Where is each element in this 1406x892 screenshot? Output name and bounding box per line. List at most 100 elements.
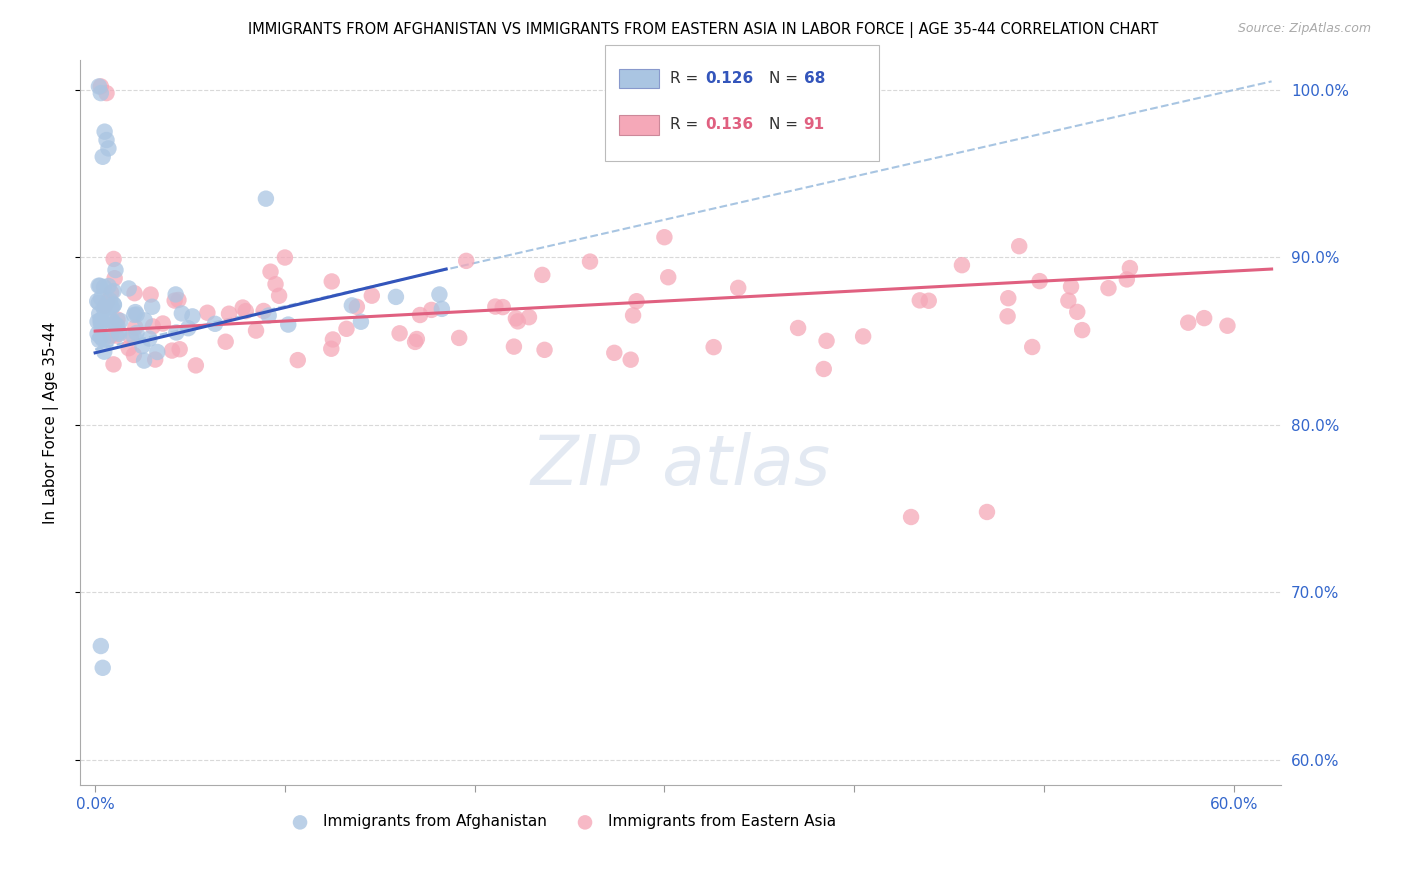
- Point: [90, 79, 112, 94]
- Point: [143, 352, 166, 367]
- Point: [100, 301, 122, 315]
- Point: [620, 352, 643, 367]
- Point: [124, 286, 146, 301]
- Point: [125, 308, 148, 322]
- Point: [170, 306, 193, 320]
- Point: [420, 302, 443, 317]
- Text: 0.126: 0.126: [706, 71, 754, 86]
- Point: [197, 306, 219, 320]
- Point: [1192, 311, 1215, 326]
- Point: [165, 326, 187, 340]
- Point: [122, 329, 145, 343]
- Point: [1028, 274, 1050, 288]
- Point: [98, 293, 121, 308]
- Point: [900, 510, 922, 524]
- Point: [122, 348, 145, 362]
- Point: [163, 293, 186, 308]
- Point: [385, 290, 408, 304]
- Point: [152, 317, 174, 331]
- Text: ZIP atlas: ZIP atlas: [530, 433, 831, 500]
- Point: [97, 141, 120, 155]
- Point: [91, 333, 114, 347]
- Point: [100, 285, 122, 300]
- Point: [90, 639, 112, 653]
- Point: [105, 328, 128, 343]
- Point: [108, 325, 131, 339]
- Point: [908, 293, 931, 308]
- Point: [103, 298, 125, 312]
- Point: [321, 275, 343, 289]
- Point: [259, 265, 281, 279]
- Point: [96, 294, 118, 309]
- Point: [98, 329, 121, 343]
- Point: [484, 300, 506, 314]
- Point: [287, 353, 309, 368]
- Point: [1216, 318, 1239, 333]
- Point: [93, 125, 115, 139]
- Point: [360, 288, 382, 302]
- Point: [124, 305, 146, 319]
- Point: [997, 291, 1019, 305]
- Point: [90, 313, 112, 327]
- Point: [430, 301, 453, 316]
- Point: [254, 192, 277, 206]
- Point: [138, 332, 160, 346]
- Point: [517, 310, 540, 325]
- Point: [456, 253, 478, 268]
- Text: R =: R =: [671, 118, 703, 132]
- Point: [120, 331, 142, 345]
- Point: [91, 315, 114, 329]
- Point: [141, 300, 163, 314]
- Point: [603, 346, 626, 360]
- Point: [160, 343, 183, 358]
- Point: [533, 343, 555, 357]
- Point: [1115, 272, 1137, 286]
- Point: [87, 79, 110, 94]
- Point: [787, 321, 810, 335]
- Point: [1021, 340, 1043, 354]
- Point: [1057, 293, 1080, 308]
- Point: [218, 307, 240, 321]
- Point: [93, 344, 115, 359]
- Text: 0.136: 0.136: [706, 118, 754, 132]
- Point: [110, 314, 132, 328]
- Point: [103, 317, 125, 331]
- Point: [1177, 316, 1199, 330]
- Point: [950, 258, 973, 272]
- Point: [654, 230, 676, 244]
- Point: [257, 309, 280, 323]
- Point: [409, 308, 432, 322]
- Point: [350, 315, 373, 329]
- Point: [505, 311, 527, 326]
- Text: Source: ZipAtlas.com: Source: ZipAtlas.com: [1237, 22, 1371, 36]
- Point: [388, 326, 411, 341]
- Text: R =: R =: [671, 71, 703, 86]
- Point: [87, 295, 110, 310]
- Point: [703, 340, 725, 354]
- Point: [86, 326, 108, 341]
- Point: [429, 287, 451, 301]
- Point: [264, 277, 287, 292]
- Point: [87, 333, 110, 347]
- Point: [813, 362, 835, 376]
- Point: [118, 341, 141, 355]
- Point: [108, 326, 131, 341]
- Point: [97, 279, 120, 293]
- Point: [91, 661, 114, 675]
- Point: [167, 293, 190, 307]
- Point: [89, 307, 111, 321]
- Point: [100, 313, 122, 327]
- Point: [322, 333, 344, 347]
- Point: [184, 359, 207, 373]
- Point: [245, 324, 267, 338]
- Point: [657, 270, 679, 285]
- Point: [103, 358, 125, 372]
- Point: [405, 332, 427, 346]
- Point: [1066, 305, 1088, 319]
- Point: [1071, 323, 1094, 337]
- Point: [449, 331, 471, 345]
- Point: [235, 304, 257, 318]
- Point: [506, 314, 529, 328]
- Point: [89, 313, 111, 327]
- Point: [997, 310, 1019, 324]
